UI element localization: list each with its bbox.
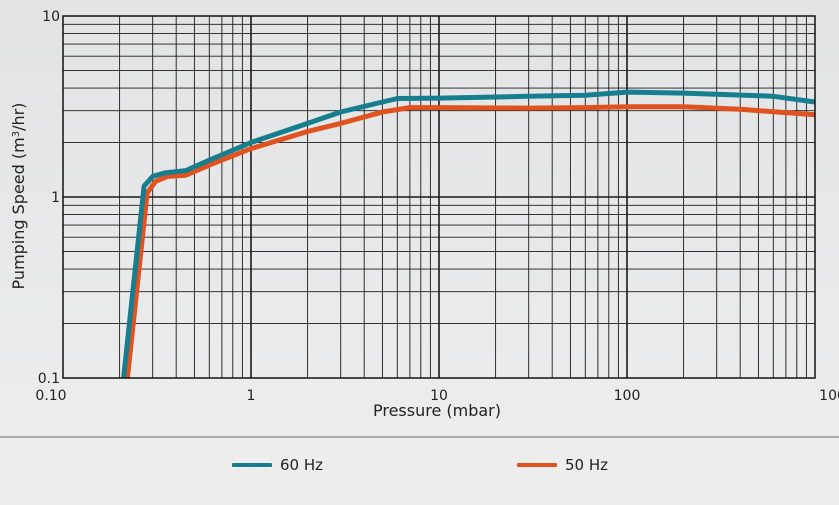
- series-layer: [121, 89, 816, 379]
- legend-item-50hz: 50 Hz: [517, 456, 608, 474]
- plot-frame: [62, 15, 816, 379]
- y-tick-label: 0.1: [38, 371, 60, 387]
- legend: 60 Hz 50 Hz: [0, 456, 839, 482]
- x-axis-title: Pressure (mbar): [373, 401, 501, 420]
- y-axis-title-end: /hr): [9, 103, 28, 131]
- legend-label-60hz: 60 Hz: [280, 456, 324, 474]
- legend-swatch-60hz: [232, 463, 272, 467]
- legend-label-50hz: 50 Hz: [565, 456, 609, 474]
- x-tick-label: 100: [614, 388, 641, 404]
- y-tick-label: 1: [51, 190, 60, 206]
- grid-lines: [63, 16, 815, 378]
- y-tick-label: 10: [42, 9, 60, 25]
- legend-swatch-50hz: [517, 463, 557, 467]
- x-tick-label: 0.10: [35, 388, 66, 404]
- x-tick-label: 1: [247, 388, 256, 404]
- series-line-60hz: [121, 89, 816, 379]
- series-line-50hz: [124, 104, 816, 379]
- y-axis-title: Pumping Speed (m3/hr): [9, 103, 28, 290]
- divider: [0, 436, 839, 438]
- pumping-speed-chart: 0.10 1 10 100 1000 0.1 1 10 Pressure (mbar) Pum…: [9, 9, 839, 420]
- x-tick-label: 1000: [819, 388, 839, 404]
- tick-labels: 0.10 1 10 100 1000 0.1 1 10: [35, 9, 839, 404]
- legend-item-60hz: 60 Hz: [232, 456, 323, 474]
- y-axis-title-sup: 3: [11, 131, 22, 137]
- x-tick-label: 10: [430, 388, 448, 404]
- y-axis-title-main: Pumping Speed (m: [9, 137, 28, 289]
